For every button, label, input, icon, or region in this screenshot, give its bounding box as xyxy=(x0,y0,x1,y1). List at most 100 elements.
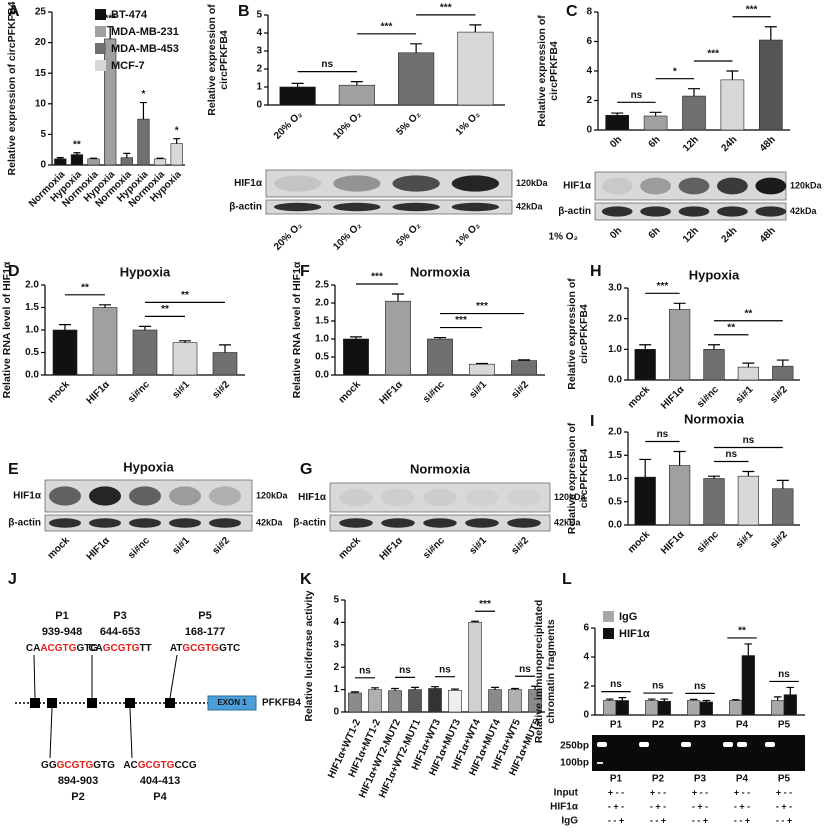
gel-row-label: HIF1α xyxy=(550,802,579,813)
site-range: 894-903 xyxy=(58,775,98,787)
x-tick-label: si#2 xyxy=(210,379,232,401)
y-tick-label: 0.5 xyxy=(25,347,39,358)
blot-band xyxy=(129,518,161,528)
bar xyxy=(771,700,785,716)
y-tick-label: 1.5 xyxy=(25,302,39,313)
x-tick-label: 5% O₂ xyxy=(395,109,424,138)
error-bar xyxy=(351,691,359,693)
error-bar xyxy=(776,479,789,489)
blot-band xyxy=(601,206,633,217)
significance-label: ns xyxy=(439,664,451,675)
blot-lane-label: 5% O₂ xyxy=(395,220,424,249)
error-bar xyxy=(726,70,739,80)
gel-sign: - - + xyxy=(734,815,750,825)
error-bar xyxy=(649,111,662,116)
bar xyxy=(703,478,725,526)
chart-title: Normoxia xyxy=(410,264,471,279)
site-range: 168-177 xyxy=(185,626,225,638)
significance-label: *** xyxy=(707,49,719,60)
bar xyxy=(120,157,133,166)
bar xyxy=(772,488,794,526)
site-connector xyxy=(33,654,36,699)
bar xyxy=(615,700,629,716)
gel-sign: - + - xyxy=(650,801,666,811)
error-bar xyxy=(173,138,181,144)
y-tick-label: 4 xyxy=(333,617,339,628)
error-bar xyxy=(56,157,64,159)
bar xyxy=(783,694,797,716)
error-bar xyxy=(350,81,363,86)
blot-size-label: 120kDa xyxy=(790,180,823,190)
blot-band xyxy=(465,518,499,528)
gel-lane-label: P4 xyxy=(736,774,749,785)
bar xyxy=(643,115,668,131)
y-axis-label: circPFKFB4 xyxy=(578,304,590,364)
x-tick-label: si#1 xyxy=(734,384,756,406)
gel-band xyxy=(639,742,649,747)
bar xyxy=(699,701,713,716)
y-tick-label: 2 xyxy=(256,64,262,75)
x-tick-label: P4 xyxy=(736,720,749,731)
blot-lane-label: si#nc xyxy=(421,535,447,561)
y-tick-label: 0 xyxy=(256,100,262,111)
panel-letter: A xyxy=(8,3,20,20)
y-tick-label: 0.0 xyxy=(315,370,329,381)
x-tick-label: P5 xyxy=(778,720,791,731)
site-sequence: CAACGTGGTG xyxy=(26,643,98,654)
blot-title: Hypoxia xyxy=(123,459,174,474)
error-bar xyxy=(647,698,656,701)
blot-size-label: 42kDa xyxy=(790,206,818,216)
legend-label: BT-474 xyxy=(111,9,148,21)
error-bar xyxy=(434,336,446,339)
gel-row-label: Input xyxy=(554,788,579,799)
exon-box xyxy=(207,695,257,711)
y-tick-label: 0.5 xyxy=(608,496,622,507)
blot-row-label: β-actin xyxy=(8,518,41,529)
site-range: 939-948 xyxy=(42,626,82,638)
y-tick-label: 10 xyxy=(35,98,47,109)
blot-band xyxy=(423,518,457,528)
blot-row-label: HIF1α xyxy=(13,491,42,502)
site-name: P2 xyxy=(71,791,84,803)
blot-band xyxy=(381,488,415,507)
significance-label: ns xyxy=(359,665,371,676)
sequence-part: GCGTG xyxy=(138,760,175,771)
gel-band xyxy=(681,742,691,747)
blot-band xyxy=(678,177,710,195)
blot-band xyxy=(507,518,541,528)
error-bar xyxy=(410,43,423,53)
significance-label: ** xyxy=(181,290,189,301)
blot-row-label: HIF1α xyxy=(234,178,263,189)
gel-sign: + - - xyxy=(776,787,792,797)
x-tick-label: si#1 xyxy=(467,379,489,401)
blot-band xyxy=(392,175,440,192)
error-bar xyxy=(491,686,499,690)
bar xyxy=(87,158,100,166)
blot-condition: 1% O₂ xyxy=(549,232,578,243)
bar xyxy=(348,692,362,713)
bar xyxy=(153,158,167,166)
blot-lane-label: 1% O₂ xyxy=(454,220,483,249)
gel xyxy=(592,735,805,771)
blot-band xyxy=(273,175,322,192)
x-tick-label: HIF1α xyxy=(85,379,113,407)
chart-title: Hypoxia xyxy=(120,264,171,279)
blot-row-label: HIF1α xyxy=(298,492,327,503)
y-tick-label: 0.0 xyxy=(25,370,39,381)
site-sequence: ACGCGTGCCG xyxy=(123,760,197,771)
y-tick-label: 6 xyxy=(583,623,589,634)
bar xyxy=(427,338,453,376)
significance-label: *** xyxy=(476,301,488,312)
blot-band xyxy=(465,488,499,507)
error-bar xyxy=(392,293,404,302)
sequence-part: CA xyxy=(26,643,40,654)
y-tick-label: 1.0 xyxy=(608,344,622,355)
gel-sign: + - - xyxy=(650,787,666,797)
x-tick-label: 10% O₂ xyxy=(331,109,364,142)
y-tick-label: 1.5 xyxy=(608,450,622,461)
x-tick-label: 48h xyxy=(758,134,778,154)
error-bar xyxy=(431,686,439,689)
error-bar xyxy=(639,344,652,350)
site-name: P3 xyxy=(113,610,126,622)
y-tick-label: 0.5 xyxy=(315,352,329,363)
